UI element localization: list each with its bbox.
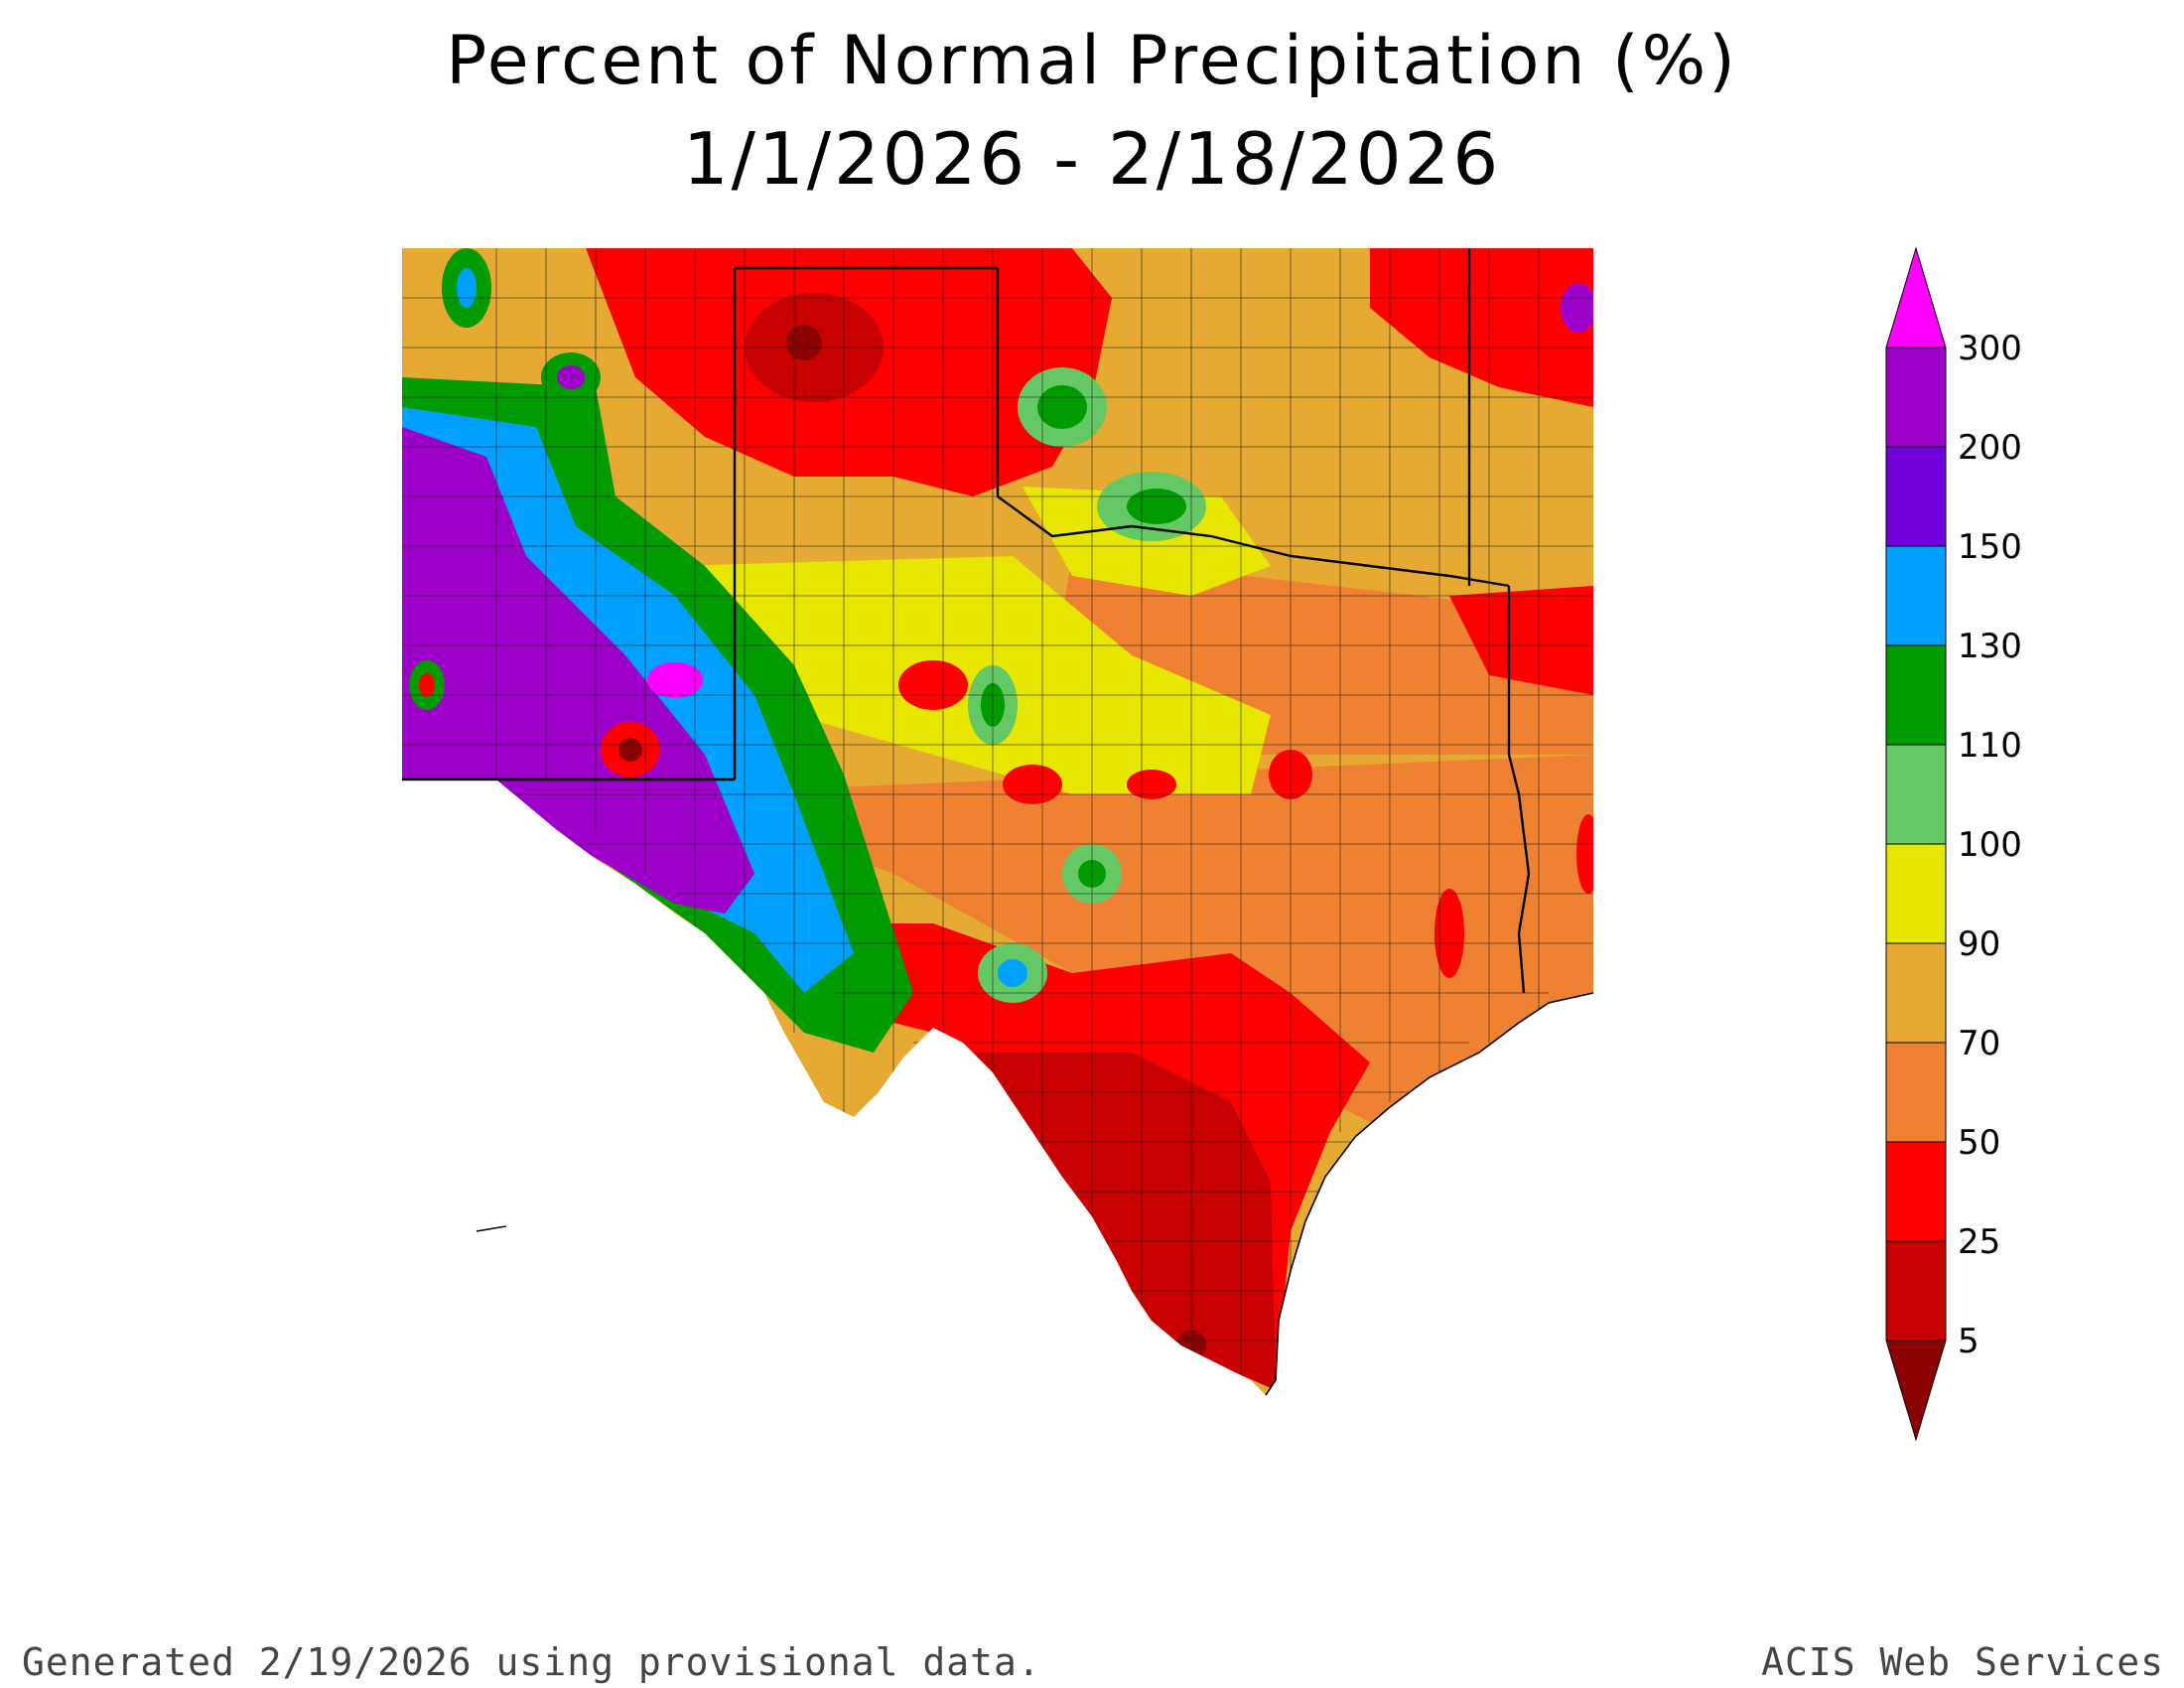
map-title: Percent of Normal Precipitation (%) bbox=[446, 22, 1738, 100]
gulf-coastline bbox=[1265, 992, 1594, 1396]
legend-top-arrow bbox=[1885, 246, 1947, 349]
legend-label: 25 bbox=[1958, 1222, 2000, 1262]
legend-swatch bbox=[1885, 1141, 1947, 1242]
legend-swatch bbox=[1885, 744, 1947, 845]
legend-label: 50 bbox=[1958, 1123, 2000, 1163]
legend-label: 300 bbox=[1958, 329, 2022, 368]
legend-swatch bbox=[1885, 843, 1947, 944]
legend-label: 200 bbox=[1958, 428, 2022, 468]
legend-label: 70 bbox=[1958, 1024, 2000, 1063]
legend-label: 130 bbox=[1958, 627, 2022, 666]
date-range: 1/1/2026 - 2/18/2026 bbox=[682, 117, 1502, 201]
legend-label: 150 bbox=[1958, 527, 2022, 567]
legend-label: 90 bbox=[1958, 924, 2000, 964]
legend-swatch bbox=[1885, 545, 1947, 646]
color-legend: 300 200 150 130 110 100 90 70 50 25 5 bbox=[1885, 246, 2022, 1442]
legend-swatch bbox=[1885, 446, 1947, 547]
state-borders bbox=[402, 248, 1531, 994]
legend-swatch bbox=[1885, 644, 1947, 746]
legend-label: 110 bbox=[1958, 726, 2022, 766]
legend-bottom-arrow bbox=[1885, 1339, 1947, 1442]
legend-label: 5 bbox=[1958, 1322, 1979, 1361]
acis-credit: ACIS Web Services bbox=[1761, 1640, 2164, 1684]
island-outline bbox=[476, 1225, 507, 1232]
generated-note: Generated 2/19/2026 using provisional da… bbox=[22, 1640, 1041, 1684]
legend-label: 100 bbox=[1958, 825, 2022, 865]
legend-swatch bbox=[1885, 942, 1947, 1044]
legend-swatch bbox=[1885, 1240, 1947, 1341]
legend-swatch bbox=[1885, 347, 1947, 448]
precipitation-map bbox=[402, 248, 1594, 1396]
legend-swatch bbox=[1885, 1042, 1947, 1143]
